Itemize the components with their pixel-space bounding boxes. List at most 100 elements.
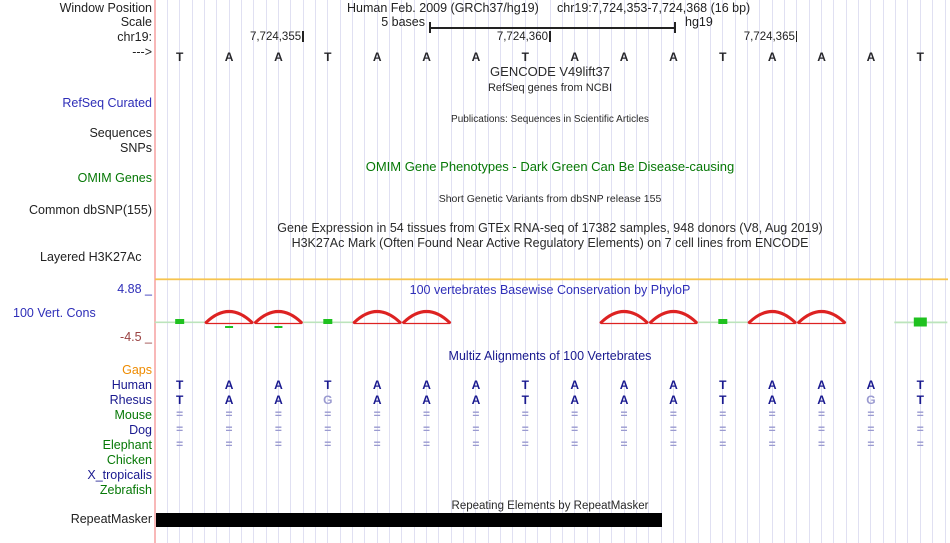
track-label-layered-h3k27ac[interactable]: Layered H3K27Ac <box>40 250 142 264</box>
align-gap-mouse: = <box>472 407 480 421</box>
align-base-rhesus: A <box>372 393 382 407</box>
ruler-base: T <box>916 50 924 64</box>
align-gap-mouse: = <box>768 407 776 421</box>
align-gap-dog: = <box>916 422 924 436</box>
ruler-coordinate: 7,724,355 <box>249 31 302 43</box>
align-base-human: A <box>274 378 283 392</box>
gridline <box>635 0 637 543</box>
align-base-human: T <box>719 378 727 392</box>
track-label-100-vert-cons[interactable]: 100 Vert. Cons <box>13 306 96 320</box>
conservation-lower-limit: -4.5 _ <box>120 330 152 344</box>
align-gap-mouse: = <box>571 407 579 421</box>
align-base-rhesus: A <box>471 393 481 407</box>
gridline <box>932 0 934 543</box>
gridline <box>660 0 662 543</box>
align-gap-mouse: = <box>225 407 233 421</box>
gridline <box>191 0 193 543</box>
align-gap-dog: = <box>768 422 776 436</box>
omim-track-title[interactable]: OMIM Gene Phenotypes - Dark Green Can Be… <box>365 159 735 174</box>
align-base-human: T <box>324 378 332 392</box>
gridline <box>376 0 378 543</box>
gridline <box>598 0 600 543</box>
ruler-coordinate-tick <box>302 31 304 42</box>
align-base-rhesus: A <box>767 393 777 407</box>
gridline <box>833 0 835 543</box>
align-gap-mouse: = <box>719 407 727 421</box>
align-base-rhesus: T <box>916 393 924 407</box>
gridline <box>537 0 539 543</box>
align-gap-elephant: = <box>274 437 282 451</box>
species-label-rhesus[interactable]: Rhesus <box>109 393 152 407</box>
repeat-element-bar[interactable] <box>156 513 663 527</box>
gridline <box>438 0 440 543</box>
gridline <box>314 0 316 543</box>
conservation-track-title[interactable]: 100 vertebrates Basewise Conservation by… <box>409 283 691 297</box>
gtex-track-title[interactable]: Gene Expression in 54 tissues from GTEx … <box>277 221 823 235</box>
gridline <box>500 0 502 543</box>
gridline <box>944 0 946 543</box>
species-label-chicken[interactable]: Chicken <box>106 453 152 467</box>
species-label-dog[interactable]: Dog <box>129 423 152 437</box>
genome-label: hg19 <box>685 15 713 29</box>
gridline <box>401 0 403 543</box>
track-label-snps[interactable]: SNPs <box>120 141 152 155</box>
gridline <box>919 0 921 543</box>
ruler-base: A <box>570 50 580 64</box>
gridline <box>858 0 860 543</box>
gridline <box>784 0 786 543</box>
gridline <box>487 0 489 543</box>
align-base-rhesus: A <box>619 393 629 407</box>
align-gap-mouse: = <box>373 407 381 421</box>
gridline <box>870 0 872 543</box>
align-gap-dog: = <box>176 422 184 436</box>
track-label-dbsnp[interactable]: Common dbSNP(155) <box>29 203 152 217</box>
align-gap-mouse: = <box>620 407 628 421</box>
gridline <box>845 0 847 543</box>
refseq-track-title[interactable]: RefSeq genes from NCBI <box>487 82 613 94</box>
species-label-mouse[interactable]: Mouse <box>114 408 152 422</box>
align-gap-elephant: = <box>324 437 332 451</box>
ruler-coordinate-tick <box>549 31 551 42</box>
ruler-base: A <box>866 50 876 64</box>
dbsnp-track-title[interactable]: Short Genetic Variants from dbSNP releas… <box>438 193 662 205</box>
align-gap-mouse: = <box>867 407 875 421</box>
gridline <box>339 0 341 543</box>
gridline <box>574 0 576 543</box>
ruler-base: T <box>719 50 727 64</box>
ruler-base: A <box>817 50 826 64</box>
gridline <box>611 0 613 543</box>
ruler-base: T <box>176 50 184 64</box>
align-gap-dog: = <box>571 422 579 436</box>
align-gap-dog: = <box>719 422 727 436</box>
track-label-sequences[interactable]: Sequences <box>89 126 152 140</box>
align-gap-mouse: = <box>423 407 431 421</box>
align-gap-elephant: = <box>719 437 727 451</box>
species-label-zebrafish[interactable]: Zebrafish <box>99 483 152 497</box>
gridline <box>265 0 267 543</box>
scale-bar-left-tick <box>429 22 431 33</box>
track-label-repeatmasker[interactable]: RepeatMasker <box>70 512 152 526</box>
gencode-track-title[interactable]: GENCODE V49lift37 <box>490 64 610 79</box>
multiz-track-title[interactable]: Multiz Alignments of 100 Vertebrates <box>448 349 652 363</box>
species-label-x_tropicalis[interactable]: X_tropicalis <box>87 468 152 482</box>
align-gap-elephant: = <box>176 437 184 451</box>
publications-track-title[interactable]: Publications: Sequences in Scientific Ar… <box>451 114 649 125</box>
align-base-rhesus: A <box>422 393 431 407</box>
species-label-gaps[interactable]: Gaps <box>122 363 152 377</box>
gridline <box>426 0 428 543</box>
align-gap-elephant: = <box>423 437 431 451</box>
species-label-human[interactable]: Human <box>111 378 152 392</box>
ruler-coordinate: 7,724,360 <box>496 31 548 43</box>
track-label-refseq-curated[interactable]: RefSeq Curated <box>62 96 152 110</box>
ruler-base: A <box>372 50 382 64</box>
track-label-omim-genes[interactable]: OMIM Genes <box>77 171 152 185</box>
species-label-elephant[interactable]: Elephant <box>102 438 152 452</box>
repeatmasker-track-title[interactable]: Repeating Elements by RepeatMasker <box>451 500 649 512</box>
align-base-human: A <box>372 378 382 392</box>
gridline <box>709 0 711 543</box>
align-base-human: A <box>570 378 580 392</box>
h3k27ac-track-title[interactable]: H3K27Ac Mark (Often Found Near Active Re… <box>291 236 809 250</box>
gridline <box>512 0 514 543</box>
align-gap-dog: = <box>867 422 875 436</box>
